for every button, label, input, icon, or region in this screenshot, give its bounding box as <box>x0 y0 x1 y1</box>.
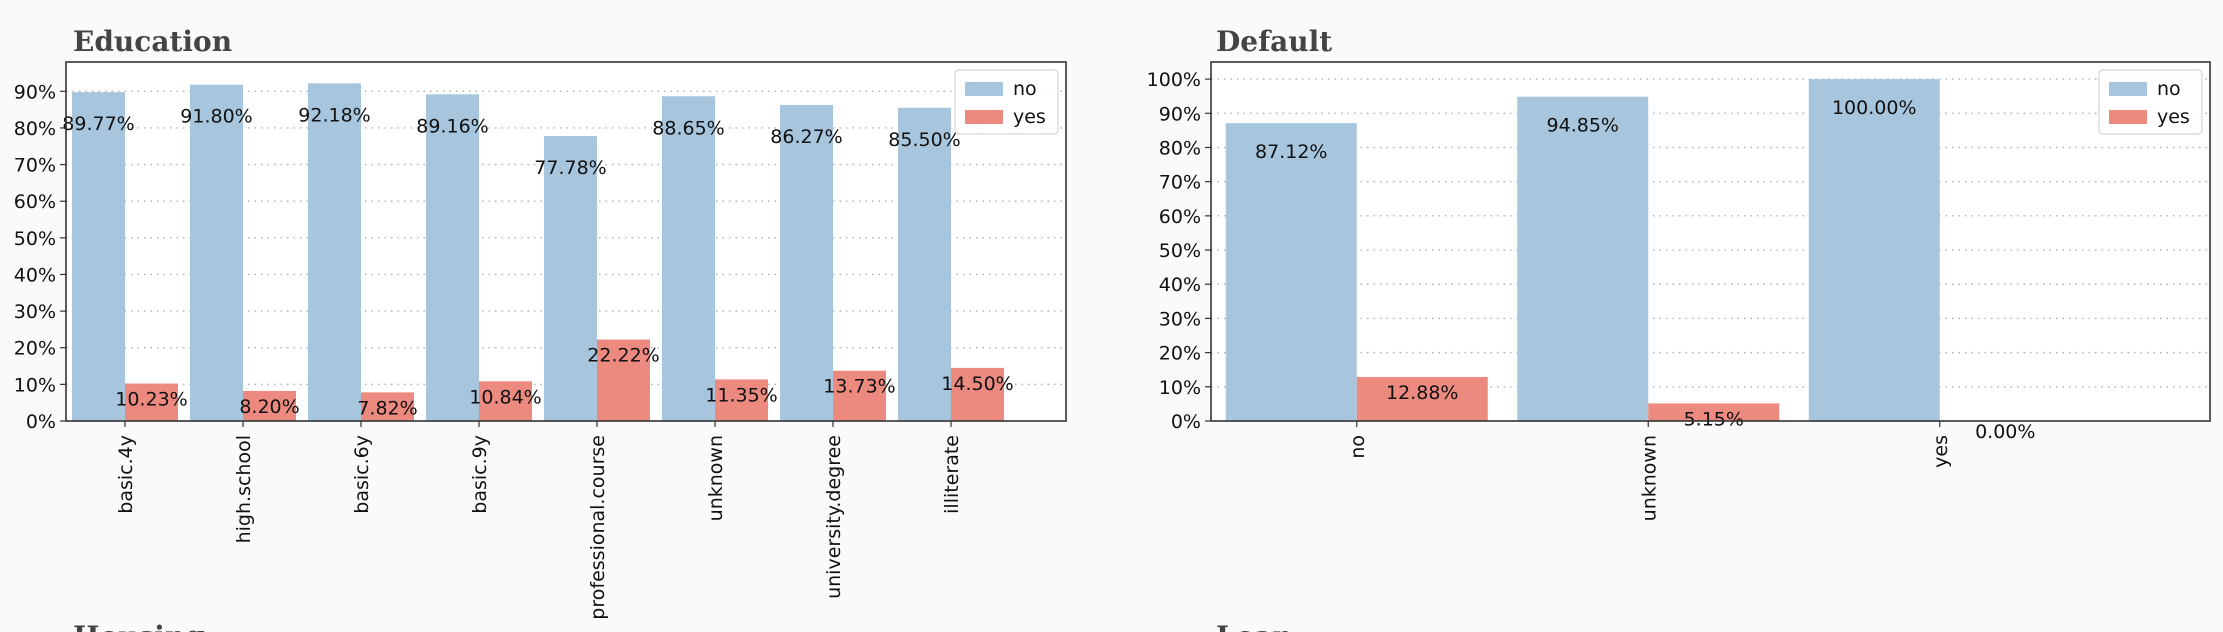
legend-swatch <box>2109 110 2147 124</box>
bar-yes <box>125 383 178 421</box>
bar-no <box>898 107 951 421</box>
bar-yes <box>479 381 532 421</box>
y-tick-label: 80% <box>1159 137 1201 159</box>
bar-no <box>426 94 479 421</box>
data-label-no: 100.00% <box>1832 97 1917 119</box>
data-label-no: 87.12% <box>1255 141 1327 163</box>
y-tick-label: 20% <box>14 338 56 360</box>
x-tick-label: professional.course <box>587 435 609 620</box>
default-chart: Default 0% 10% 20% 30% 40% 50% 60% 70% 80% 90% 100%… <box>1147 25 2211 521</box>
data-label-yes: 7.82% <box>357 397 417 419</box>
data-label-no: 85.50% <box>888 129 960 151</box>
data-label-yes: 10.84% <box>469 386 541 408</box>
y-tick-label: 40% <box>1159 274 1201 296</box>
data-label-no: 86.27% <box>770 126 842 148</box>
bar-no <box>780 104 833 422</box>
bar-no <box>544 136 597 421</box>
data-label-yes: 12.88% <box>1386 382 1458 404</box>
y-tick-label: 60% <box>1159 206 1201 228</box>
y-tick-label: 70% <box>1159 172 1201 194</box>
education-chart: Education 0% 10% 20% 30% 40% 50% 60% 70% 80% 90% 89… <box>14 25 1067 620</box>
y-tick-label: 30% <box>1159 308 1201 330</box>
y-tick-label: 50% <box>1159 240 1201 262</box>
data-label-yes: 14.50% <box>941 373 1013 395</box>
y-tick-label: 80% <box>14 118 56 140</box>
data-label-no: 88.65% <box>652 117 724 139</box>
housing-chart-title: Housing <box>73 620 205 632</box>
data-label-yes: 22.22% <box>587 345 659 367</box>
data-label-no: 89.77% <box>62 113 134 135</box>
bar-no <box>1517 96 1649 421</box>
plot-frame <box>1210 61 2211 422</box>
plot-area <box>1211 62 2210 421</box>
y-tick-label: 90% <box>14 81 56 103</box>
x-tick-label: unknown <box>705 435 727 521</box>
bar-yes <box>715 379 768 421</box>
x-tick-label: illiterate <box>941 435 963 514</box>
x-tick-label: high.school <box>233 435 255 543</box>
data-label-yes: 11.35% <box>705 384 777 406</box>
legend: no yes <box>954 69 1059 135</box>
bar-no <box>308 83 361 422</box>
data-label-yes: 0.00% <box>1975 421 2035 443</box>
bar-no <box>662 96 715 422</box>
bar-yes <box>1356 376 1488 421</box>
bar-yes <box>833 370 886 421</box>
data-label-yes: 8.20% <box>239 396 299 418</box>
bar-yes <box>243 390 296 421</box>
y-tick-label: 0% <box>1171 411 1201 433</box>
data-label-no: 92.18% <box>298 104 370 126</box>
legend-swatch <box>965 110 1003 124</box>
y-tick-label: 10% <box>1159 377 1201 399</box>
y-tick-label: 50% <box>14 228 56 250</box>
x-tick-label: unknown <box>1638 435 1660 521</box>
x-tick-label: basic.4y <box>115 435 137 514</box>
y-tick-label: 70% <box>14 155 56 177</box>
bar-no <box>190 84 243 421</box>
legend-label: yes <box>2157 106 2190 128</box>
data-label-no: 94.85% <box>1547 115 1619 137</box>
bar-yes <box>951 367 1004 421</box>
y-tick-label: 0% <box>26 411 56 433</box>
bar-yes <box>597 339 650 421</box>
chart-title: Default <box>1216 25 1332 58</box>
bar-no <box>1225 123 1357 421</box>
loan-chart-title: Loan <box>1216 620 1293 632</box>
bar-yes <box>1648 403 1780 421</box>
y-tick-label: 40% <box>14 264 56 286</box>
x-tick-label: yes <box>1930 435 1952 468</box>
data-label-yes: 13.73% <box>823 376 895 398</box>
y-tick-label: 30% <box>14 301 56 323</box>
legend: no yes <box>2098 69 2203 135</box>
data-label-no: 77.78% <box>534 157 606 179</box>
legend-label: yes <box>1013 106 1046 128</box>
legend-label: no <box>2157 78 2181 100</box>
legend-swatch <box>965 82 1003 96</box>
plot-frame <box>65 61 1067 422</box>
x-tick-label: basic.6y <box>351 435 373 514</box>
data-label-yes: 10.23% <box>115 389 187 411</box>
data-label-no: 91.80% <box>180 106 252 128</box>
x-tick-label: no <box>1347 435 1369 459</box>
x-tick-label: basic.9y <box>469 435 491 514</box>
y-tick-label: 20% <box>1159 343 1201 365</box>
bar-no <box>1808 79 1940 421</box>
chart-title: Education <box>73 25 232 58</box>
legend-swatch <box>2109 82 2147 96</box>
legend-label: no <box>1013 78 1037 100</box>
bar-yes <box>361 392 414 421</box>
data-label-yes: 5.15% <box>1684 408 1744 430</box>
x-tick-label: university.degree <box>823 435 845 599</box>
y-tick-label: 60% <box>14 191 56 213</box>
bar-no <box>72 92 125 421</box>
y-tick-label: 10% <box>14 374 56 396</box>
data-label-no: 89.16% <box>416 115 488 137</box>
y-tick-label: 90% <box>1159 103 1201 125</box>
y-tick-label: 100% <box>1147 69 1201 91</box>
